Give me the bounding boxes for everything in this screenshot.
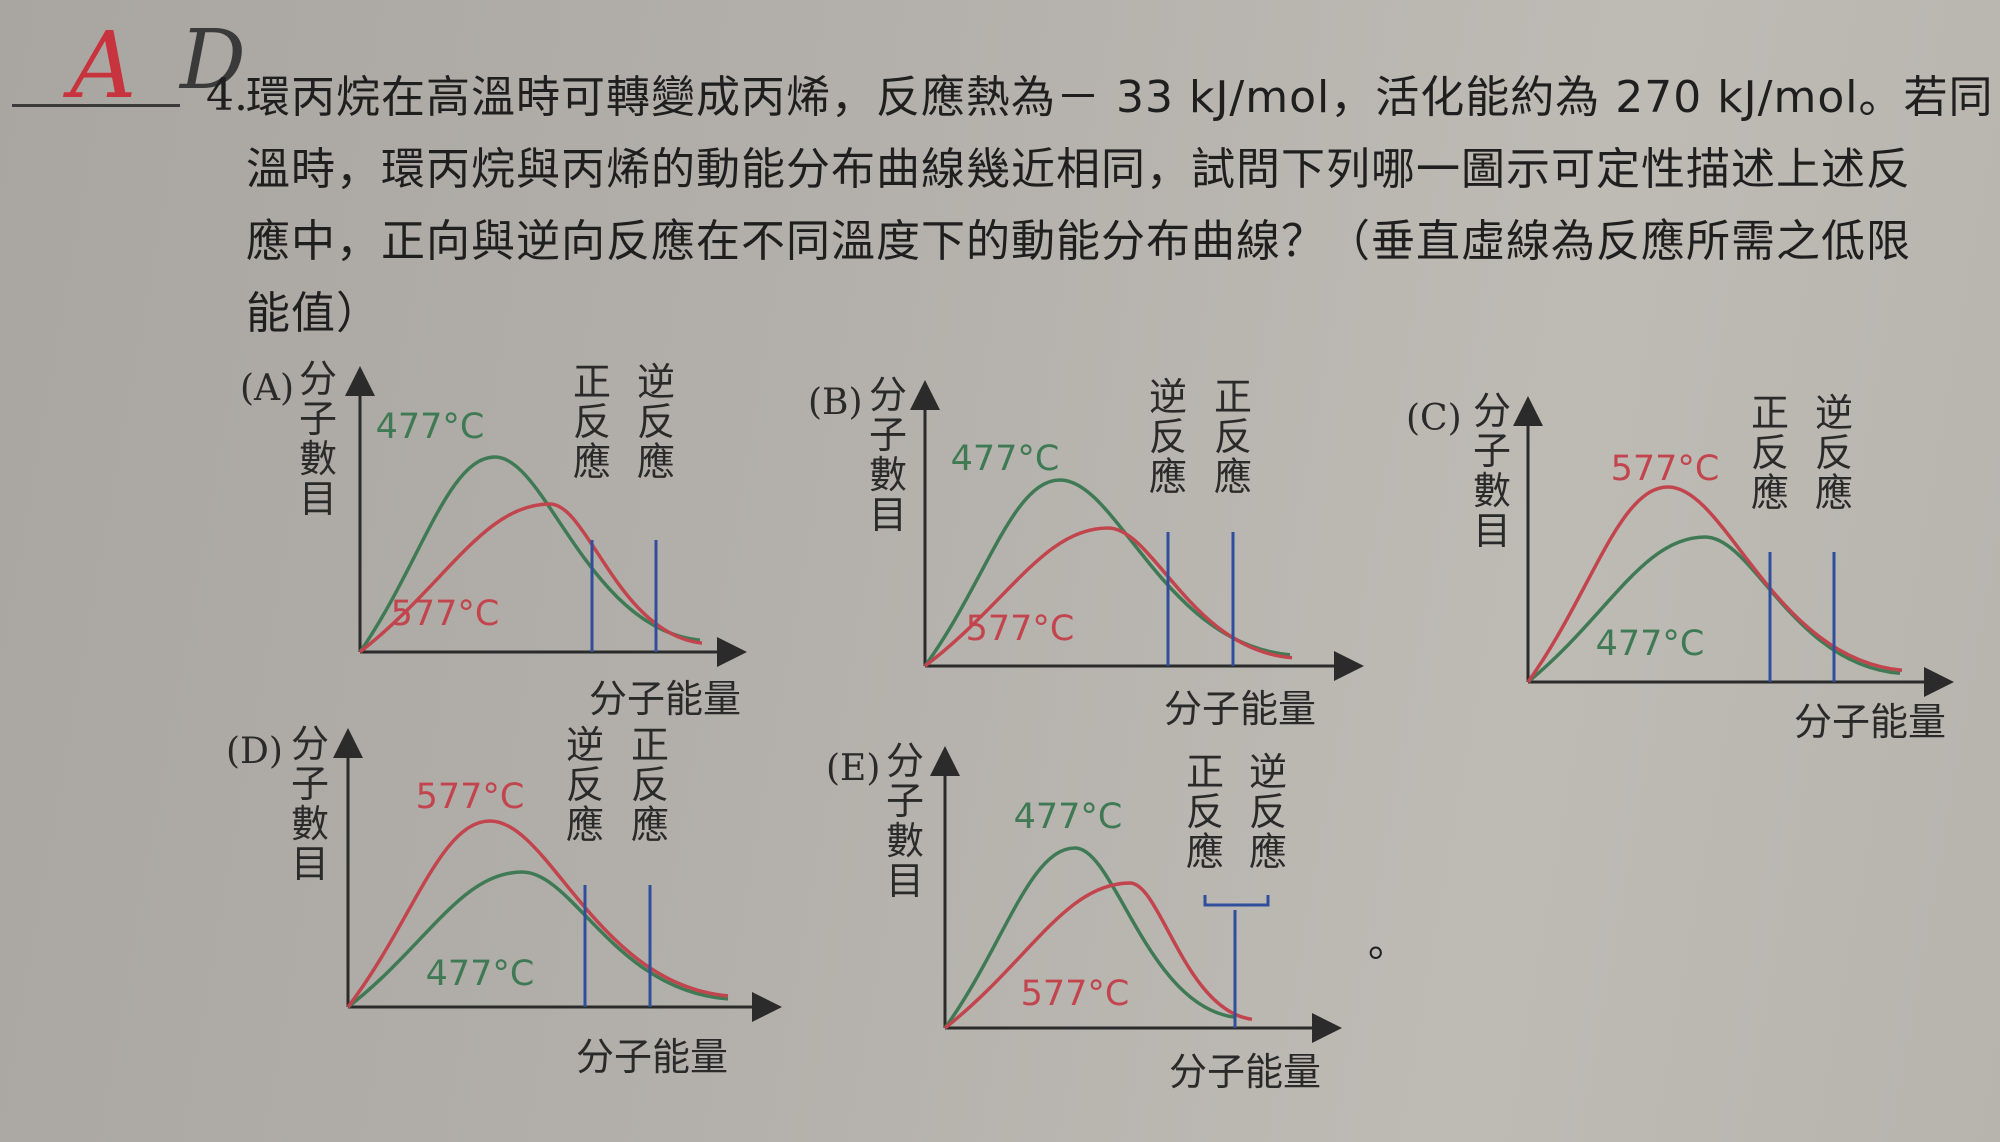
y-axis-label-char: 分 bbox=[1473, 389, 1511, 433]
right-threshold-label-char: 應 bbox=[1815, 471, 1853, 515]
left-threshold-label-char: 反 bbox=[573, 400, 611, 444]
left-threshold-label-char: 反 bbox=[566, 763, 604, 807]
curve-577c bbox=[943, 881, 1253, 1030]
left-threshold-label-char: 應 bbox=[566, 803, 604, 847]
y-axis-label-char: 數 bbox=[886, 819, 924, 863]
x-axis-label: 分子能量 bbox=[576, 1035, 728, 1079]
left-threshold-label-char: 正 bbox=[573, 360, 611, 404]
temp-label-577c: 577°C bbox=[966, 609, 1075, 649]
y-axis-label-char: 數 bbox=[299, 437, 337, 481]
temp-label-477c: 477°C bbox=[951, 439, 1060, 479]
option-label: (E) bbox=[826, 748, 880, 789]
right-threshold-label-char: 逆 bbox=[637, 360, 675, 404]
temp-label-477c: 477°C bbox=[426, 954, 535, 994]
y-axis-label-char: 目 bbox=[886, 859, 924, 903]
question-line-4: 能值） bbox=[246, 288, 381, 339]
y-axis-label-char: 子 bbox=[1473, 429, 1511, 473]
left-threshold-label-char: 應 bbox=[1186, 830, 1224, 874]
temp-label-577c: 577°C bbox=[391, 594, 500, 634]
curve-577c bbox=[1526, 485, 1903, 684]
left-threshold-label-char: 應 bbox=[1751, 471, 1789, 515]
y-axis-label-char: 數 bbox=[291, 802, 329, 846]
left-threshold-label-char: 反 bbox=[1149, 415, 1187, 459]
question-line-3: 應中，正向與逆向反應在不同溫度下的動能分布曲線？（垂直虛線為反應所需之低限 bbox=[246, 216, 1911, 267]
curve-477c bbox=[1526, 535, 1901, 684]
option-label: (C) bbox=[1406, 398, 1462, 439]
curve-477c bbox=[358, 455, 701, 653]
y-axis-label-char: 子 bbox=[291, 762, 329, 806]
left-threshold-label-char: 正 bbox=[1186, 750, 1224, 794]
left-threshold-label-char: 逆 bbox=[566, 723, 604, 767]
curve-477c bbox=[923, 478, 1291, 668]
y-axis-label-char: 目 bbox=[1473, 509, 1511, 553]
y-axis-label-char: 數 bbox=[1473, 469, 1511, 513]
question-line-1: 環丙烷在高溫時可轉變成丙烯，反應熱為－ 33 kJ/mol，活化能約為 270 … bbox=[246, 72, 1994, 123]
right-threshold-label-char: 反 bbox=[1214, 415, 1252, 459]
left-threshold-label-char: 反 bbox=[1186, 790, 1224, 834]
right-threshold-label-char: 反 bbox=[1249, 790, 1287, 834]
left-threshold-label-char: 反 bbox=[1751, 431, 1789, 475]
temp-label-577c: 577°C bbox=[1021, 974, 1130, 1014]
y-axis-label-char: 目 bbox=[291, 842, 329, 886]
y-axis-label-char: 目 bbox=[299, 477, 337, 521]
y-axis-label-char: 分 bbox=[291, 722, 329, 766]
left-threshold-label-char: 應 bbox=[1149, 455, 1187, 499]
right-threshold-label-char: 應 bbox=[1214, 455, 1252, 499]
option-label: (D) bbox=[226, 731, 283, 772]
left-threshold-label-char: 逆 bbox=[1149, 375, 1187, 419]
option-label: (B) bbox=[808, 382, 863, 423]
y-axis-label-char: 子 bbox=[886, 779, 924, 823]
y-axis-label-char: 子 bbox=[869, 413, 907, 457]
left-threshold-label-char: 應 bbox=[573, 440, 611, 484]
threshold-bracket bbox=[1203, 895, 1270, 907]
answer-blank-line bbox=[12, 104, 180, 107]
trailing-period: 。 bbox=[1368, 920, 1408, 966]
right-threshold-label-char: 反 bbox=[1815, 431, 1853, 475]
handwritten-answer-d: D bbox=[180, 13, 246, 108]
temp-label-477c: 477°C bbox=[1596, 624, 1705, 664]
question-line-2: 溫時，環丙烷與丙烯的動能分布曲線幾近相同，試問下列哪一圖示可定性描述上述反 bbox=[246, 144, 1911, 195]
curve-477c bbox=[943, 846, 1236, 1030]
right-threshold-label-char: 逆 bbox=[1249, 750, 1287, 794]
right-threshold-label-char: 反 bbox=[637, 400, 675, 444]
curve-477c bbox=[346, 870, 729, 1009]
temp-label-577c: 577°C bbox=[1611, 449, 1720, 489]
left-threshold-label-char: 正 bbox=[1751, 391, 1789, 435]
x-axis-label: 分子能量 bbox=[1169, 1050, 1321, 1094]
y-axis-label-char: 目 bbox=[869, 493, 907, 537]
temp-label-577c: 577°C bbox=[416, 777, 525, 817]
temp-label-477c: 477°C bbox=[376, 407, 485, 447]
question-text: 環丙烷在高溫時可轉變成丙烯，反應熱為－ 33 kJ/mol，活化能約為 270 … bbox=[246, 62, 1994, 350]
handwritten-answer-a: A bbox=[70, 12, 137, 119]
x-axis-label: 分子能量 bbox=[589, 677, 741, 721]
question-number: 4. bbox=[206, 70, 248, 121]
curve-577c bbox=[923, 526, 1293, 668]
y-axis-label-char: 分 bbox=[886, 739, 924, 783]
option-label: (A) bbox=[240, 368, 294, 409]
y-axis-label-char: 數 bbox=[869, 453, 907, 497]
x-axis-label: 分子能量 bbox=[1794, 700, 1946, 744]
y-axis-label-char: 子 bbox=[299, 397, 337, 441]
x-axis-label: 分子能量 bbox=[1164, 687, 1316, 731]
right-threshold-label-char: 逆 bbox=[1815, 391, 1853, 435]
y-axis-label-char: 分 bbox=[299, 357, 337, 401]
curve-577c bbox=[358, 502, 703, 654]
right-threshold-label-char: 應 bbox=[637, 440, 675, 484]
right-threshold-label-char: 應 bbox=[631, 803, 669, 847]
temp-label-477c: 477°C bbox=[1014, 797, 1123, 837]
right-threshold-label-char: 應 bbox=[1249, 830, 1287, 874]
right-threshold-label-char: 正 bbox=[1214, 375, 1252, 419]
y-axis-label-char: 分 bbox=[869, 373, 907, 417]
curve-577c bbox=[346, 819, 729, 1009]
right-threshold-label-char: 正 bbox=[631, 723, 669, 767]
right-threshold-label-char: 反 bbox=[631, 763, 669, 807]
